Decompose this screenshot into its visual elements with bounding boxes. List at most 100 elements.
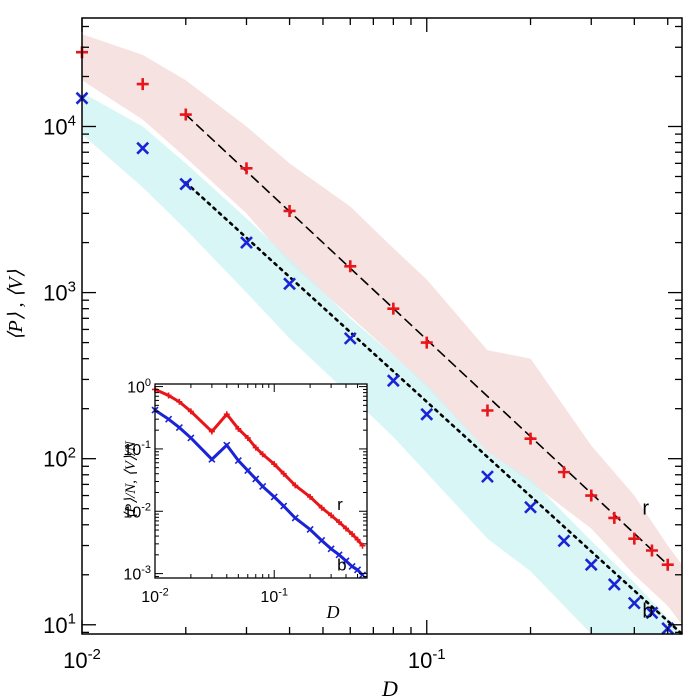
inset-marker-r-18 xyxy=(349,531,356,538)
inset-marker-r-20 xyxy=(359,542,366,549)
y-tick-label: 104 xyxy=(43,112,76,139)
inset-marker-b-19 xyxy=(353,566,362,574)
inset-plot-frame xyxy=(154,383,368,579)
inset-y-tick-label: 10-3 xyxy=(123,564,151,584)
annotation-b: b xyxy=(642,601,653,623)
inset-y-tick-label: 100 xyxy=(127,377,151,397)
inset-x-axis-title: D xyxy=(326,602,340,622)
inset-marker-b-18 xyxy=(348,562,356,571)
inset-marker-b-10 xyxy=(270,493,278,501)
marker-b-6 xyxy=(386,374,400,388)
band-b xyxy=(82,92,682,634)
marker-r-1 xyxy=(136,78,149,91)
marker-b-3 xyxy=(240,236,253,250)
inset-marker-b-12 xyxy=(291,514,299,522)
inset-marker-b-6 xyxy=(234,457,242,465)
marker-r-8 xyxy=(481,404,494,417)
inset-marker-r-14 xyxy=(318,504,325,511)
inset-marker-r-17 xyxy=(343,525,350,532)
main-annotations: rb xyxy=(642,498,653,623)
inset-y-tick-label: 10-1 xyxy=(123,439,151,459)
inset-background xyxy=(155,384,367,578)
x-tick-label: 10-2 xyxy=(63,646,101,673)
marker-r-3 xyxy=(240,162,253,175)
inset-marker-b-8 xyxy=(252,475,260,483)
inset-marker-r-6 xyxy=(235,425,242,432)
inset-marker-r-8 xyxy=(252,444,259,451)
inset-x-tick-label: 10-1 xyxy=(260,586,288,606)
inset-marker-r-10 xyxy=(271,461,278,468)
annotation-r: r xyxy=(642,498,649,520)
marker-r-12 xyxy=(608,511,621,524)
inset-marker-b-7 xyxy=(244,466,252,475)
marker-b-5 xyxy=(343,331,357,345)
inset-marker-r-1 xyxy=(165,392,172,399)
inset-marker-r-7 xyxy=(244,434,251,441)
marker-r-9 xyxy=(524,432,537,445)
inset-marker-r-16 xyxy=(336,519,343,526)
inset-marker-b-4 xyxy=(208,455,216,463)
inset-marker-r-12 xyxy=(292,482,299,489)
marker-r-6 xyxy=(387,302,400,315)
band-r xyxy=(82,34,682,625)
y-tick-label: 101 xyxy=(43,611,76,638)
marker-r-2 xyxy=(179,108,192,121)
y-tick-label: 103 xyxy=(43,278,76,305)
main-x-axis-title: D xyxy=(381,676,398,700)
inset-lines xyxy=(151,386,367,579)
inset-marker-b-1 xyxy=(165,415,173,423)
marker-b-4 xyxy=(283,277,296,291)
marker-r-11 xyxy=(585,489,598,502)
marker-b-2 xyxy=(179,177,193,191)
marker-b-13 xyxy=(627,596,641,610)
inset-marker-r-15 xyxy=(328,512,335,519)
inset-x-tick-label: 10-2 xyxy=(141,586,169,606)
inset-marker-b-9 xyxy=(259,482,267,491)
inset-marker-b-11 xyxy=(280,502,288,510)
inset-marker-r-3 xyxy=(187,408,194,415)
main-y-axis-title: ⟨P⟩ , ⟨V⟩ xyxy=(5,269,27,340)
fit-line-b xyxy=(184,181,684,636)
marker-b-11 xyxy=(584,558,598,572)
inset-y-axis-title: ⟨P⟩/N, ⟨V⟩/N xyxy=(123,440,139,519)
inset-marker-b-17 xyxy=(342,557,350,565)
inset-marker-b-5 xyxy=(223,441,231,449)
marker-b-12 xyxy=(607,577,621,591)
inset-marker-b-15 xyxy=(327,545,335,553)
y-tick-label: 102 xyxy=(43,444,76,471)
marker-b-8 xyxy=(481,470,494,484)
inset-marker-b-20 xyxy=(358,571,367,579)
marker-r-10 xyxy=(557,466,570,479)
marker-b-14 xyxy=(645,606,659,620)
main-plot-frame xyxy=(81,17,683,635)
marker-r-13 xyxy=(628,532,641,545)
marker-r-15 xyxy=(661,558,674,571)
marker-r-7 xyxy=(420,336,433,349)
marker-b-1 xyxy=(136,141,150,155)
inset-annotation-b: b xyxy=(337,555,346,574)
marker-b-9 xyxy=(524,500,537,514)
inset-marker-b-2 xyxy=(175,424,183,432)
marker-b-10 xyxy=(557,534,571,548)
inset-marker-r-13 xyxy=(307,493,314,500)
marker-r-14 xyxy=(645,544,658,557)
inset-marker-b-13 xyxy=(306,525,314,534)
main-ticks: 10-2 10-1 101 102 103 104 xyxy=(43,18,682,673)
inset-marker-b-16 xyxy=(335,551,343,559)
inset-marker-r-5 xyxy=(223,411,230,418)
marker-b-7 xyxy=(420,407,434,421)
inset-marker-r-4 xyxy=(208,428,215,435)
inset-marker-r-2 xyxy=(176,398,183,405)
marker-r-4 xyxy=(283,204,296,217)
inset-annotation-r: r xyxy=(337,495,343,514)
inset-marker-r-11 xyxy=(280,470,287,477)
main-bands xyxy=(82,34,682,634)
inset-marker-r-19 xyxy=(354,536,361,543)
inset-marker-b-3 xyxy=(187,434,195,442)
inset-y-tick-label: 10-2 xyxy=(123,502,151,522)
marker-r-5 xyxy=(344,260,357,273)
inset-annotations: rb xyxy=(337,495,346,574)
inset-marker-r-9 xyxy=(259,451,266,458)
